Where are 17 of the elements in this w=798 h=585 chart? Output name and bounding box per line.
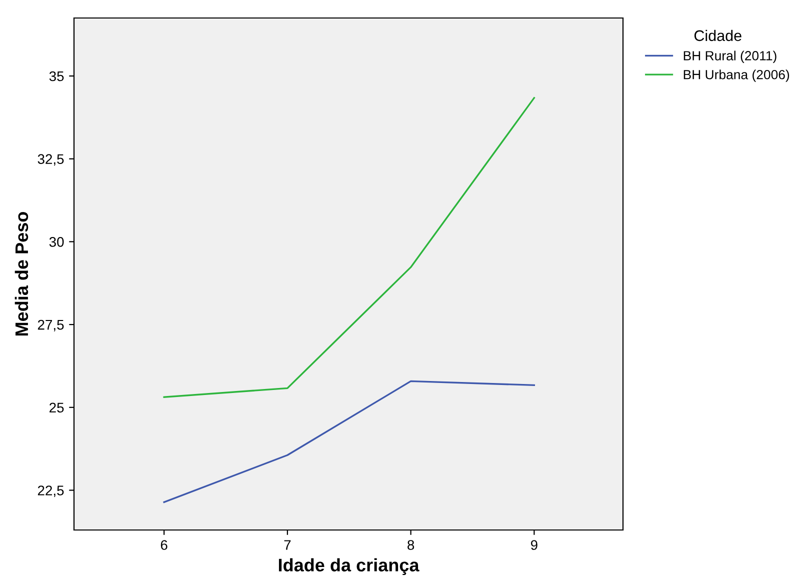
x-tick-label: 6 — [160, 540, 168, 550]
x-tick-label: 7 — [284, 540, 291, 550]
y-tick-label: 22,5 — [38, 486, 64, 498]
y-tick-label: 25 — [50, 402, 64, 413]
y-tick-label: 35 — [49, 71, 64, 82]
line-series — [163, 380, 536, 503]
y-axis-title: Media de Peso — [14, 212, 28, 336]
legend-title: Cidade — [694, 30, 742, 42]
x-axis-title: Idade da criança — [278, 558, 420, 576]
y-tick-label: 27,5 — [38, 320, 64, 332]
legend-label: BH Urbana (2006) — [684, 70, 790, 82]
legend-label: BH Rural (2011) — [684, 50, 776, 64]
line-series — [163, 97, 536, 398]
x-tick-label: 9 — [530, 540, 538, 550]
y-tick-label: 32,5 — [38, 154, 64, 166]
x-tick-label: 8 — [408, 540, 414, 550]
y-tick-label: 30 — [49, 237, 64, 247]
